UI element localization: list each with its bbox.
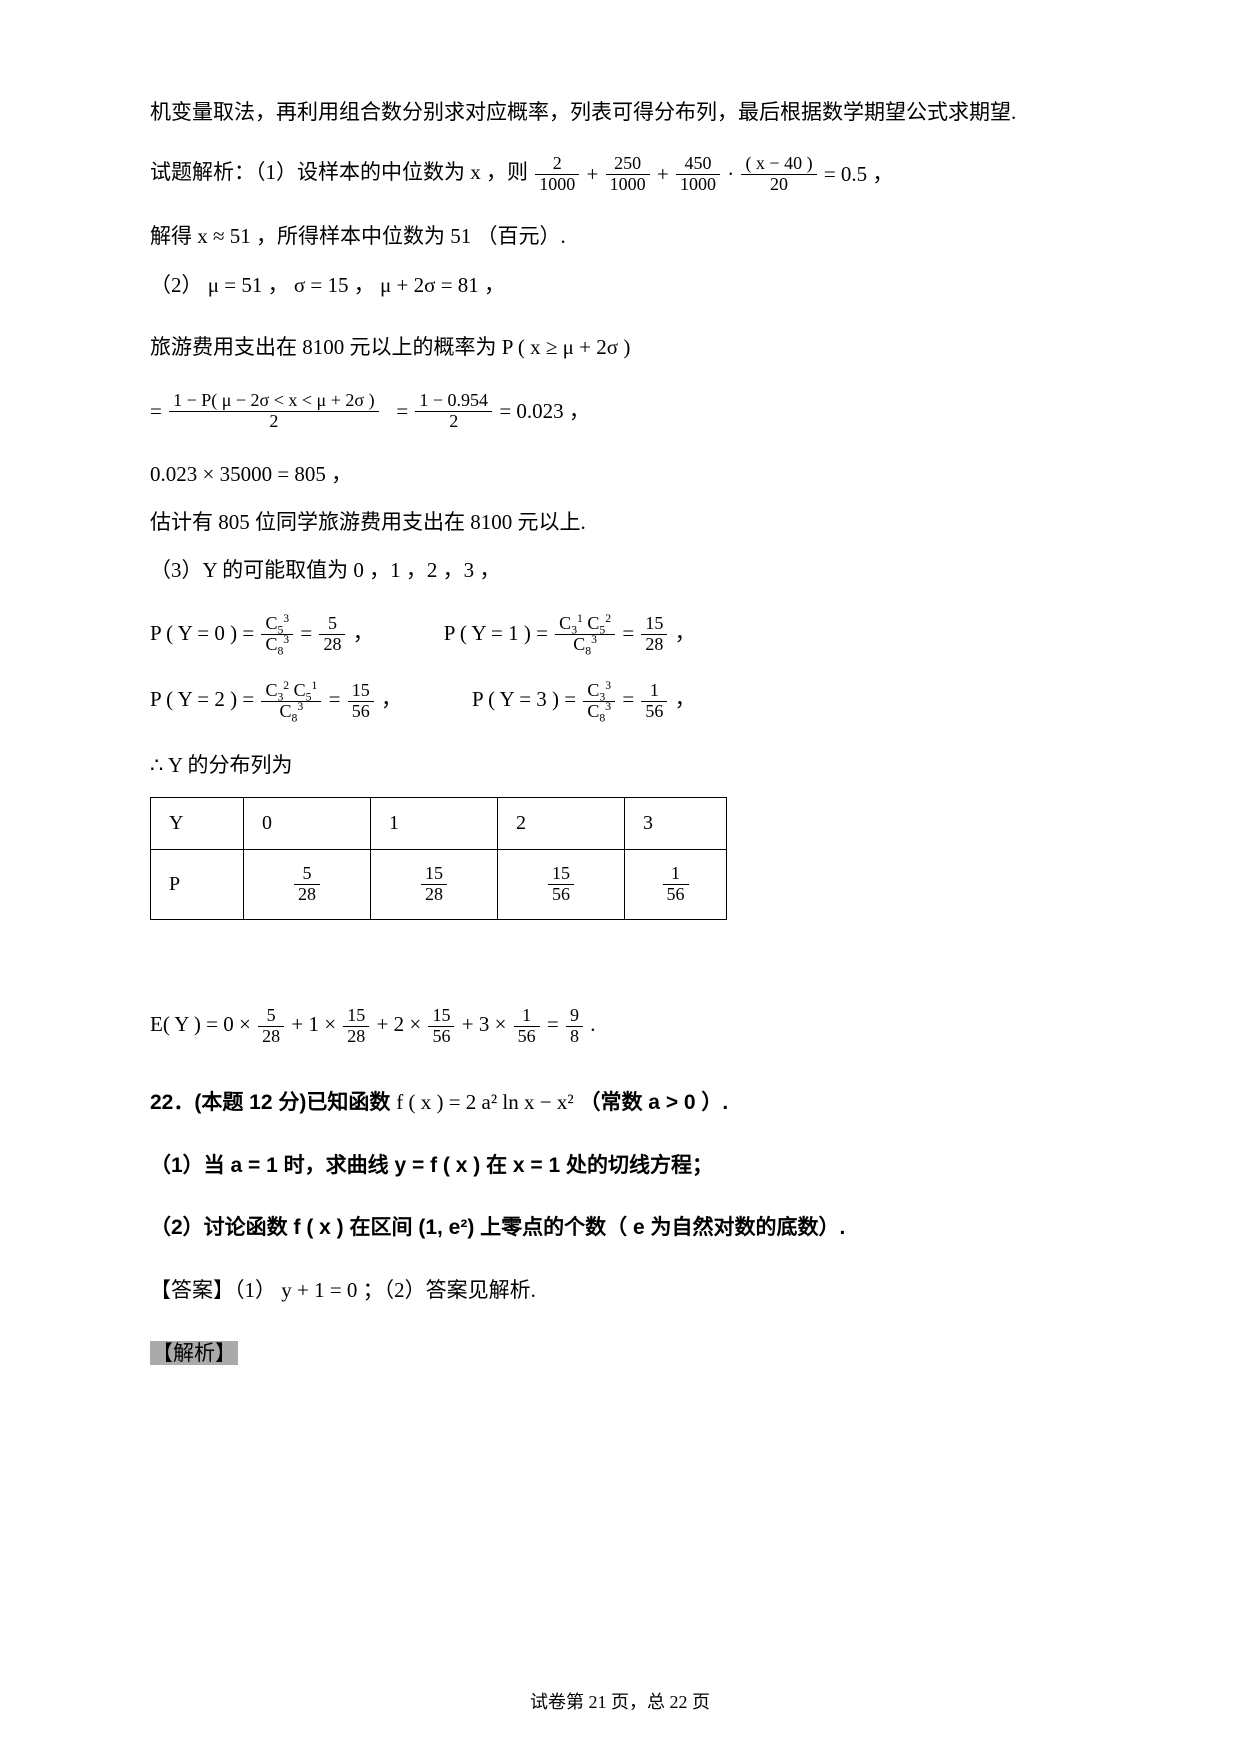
rhs: = 0.023 ， — [499, 387, 590, 435]
text-line: （3）Y 的可能取值为 0 ，1 ，2 ，3 ， — [150, 546, 1090, 594]
plus: + — [587, 150, 599, 198]
text: . — [585, 1012, 596, 1036]
fraction: 1528 — [343, 1006, 369, 1047]
question-22: 22．(本题 12 分)已知函数 f ( x ) = 2 a² ln x − x… — [150, 1078, 1090, 1127]
fraction: 528 — [258, 1006, 284, 1047]
boxed-text: 【解析】 — [150, 1341, 238, 1365]
fraction: 98 — [566, 1006, 583, 1047]
fraction: 1556 — [428, 1006, 454, 1047]
equals: = — [386, 387, 408, 435]
dot: · — [727, 150, 734, 198]
fraction: ( x − 40 )20 — [741, 154, 816, 195]
equals: = — [150, 387, 162, 435]
jiexi-label: 【解析】 — [150, 1329, 1090, 1377]
text: （常数 a > 0 ）. — [574, 1091, 729, 1114]
page-footer: 试卷第 21 页，总 22 页 — [0, 1688, 1240, 1714]
question-22-2: （2）讨论函数 f ( x ) 在区间 (1, e²) 上零点的个数（ e 为自… — [150, 1204, 1090, 1252]
plus: + — [657, 150, 669, 198]
text: = — [542, 1012, 564, 1036]
text: + 1 × — [286, 1012, 341, 1036]
analysis-1: 试题解析：（1）设样本的中位数为 x ，则 21000 + 2501000 + … — [150, 148, 1090, 198]
probability-equations: P ( Y = 0 ) = C53C83 = 528 ，P ( Y = 1 ) … — [150, 609, 1090, 724]
fraction: 21000 — [535, 154, 579, 195]
equation: = 1 − P( μ − 2σ < x < μ + 2σ )2 = 1 − 0.… — [150, 385, 1090, 435]
q-number: 22． — [150, 1091, 194, 1114]
text: (本题 12 分)已知函数 — [194, 1091, 396, 1114]
text: + 3 × — [456, 1012, 511, 1036]
fraction: 156 — [514, 1006, 540, 1047]
fraction: 1 − P( μ − 2σ < x < μ + 2σ )2 — [169, 391, 378, 432]
text: E( Y ) = 0 × — [150, 1012, 256, 1036]
fraction: 2501000 — [606, 154, 650, 195]
answer: 【答案】（1） y + 1 = 0 ；（2）答案见解析. — [150, 1266, 1090, 1314]
rhs: = 0.5 ， — [824, 150, 894, 198]
text-line: 估计有 805 位同学旅游费用支出在 8100 元以上. — [150, 498, 1090, 546]
page: 机变量取法，再利用组合数分别求对应概率，列表可得分布列，最后根据数学期望公式求期… — [0, 0, 1240, 1754]
formula: f ( x ) = 2 a² ln x − x² — [396, 1090, 573, 1114]
table-row: Y0123 — [151, 798, 727, 850]
table-row: P52815281556156 — [151, 850, 727, 920]
text-line: （2） μ = 51 ， σ = 15 ， μ + 2σ = 81 ， — [150, 261, 1090, 309]
question-22-1: （1）当 a = 1 时，求曲线 y = f ( x ) 在 x = 1 处的切… — [150, 1142, 1090, 1190]
paragraph: 机变量取法，再利用组合数分别求对应概率，列表可得分布列，最后根据数学期望公式求期… — [150, 90, 1090, 134]
text: 试题解析：（1）设样本的中位数为 x ，则 — [150, 160, 528, 184]
text-line: ∴ Y 的分布列为 — [150, 741, 1090, 789]
fraction: 1 − 0.9542 — [415, 391, 492, 432]
text-line: 解得 x ≈ 51 ，所得样本中位数为 51 （百元）. — [150, 212, 1090, 260]
text: + 2 × — [371, 1012, 426, 1036]
text-line: 旅游费用支出在 8100 元以上的概率为 P ( x ≥ μ + 2σ ) — [150, 323, 1090, 371]
text-line: 0.023 × 35000 = 805 ， — [150, 450, 1090, 498]
expectation: E( Y ) = 0 × 528 + 1 × 1528 + 2 × 1556 +… — [150, 1000, 1090, 1048]
fraction: 4501000 — [676, 154, 720, 195]
distribution-table: Y0123 P52815281556156 — [150, 797, 727, 920]
